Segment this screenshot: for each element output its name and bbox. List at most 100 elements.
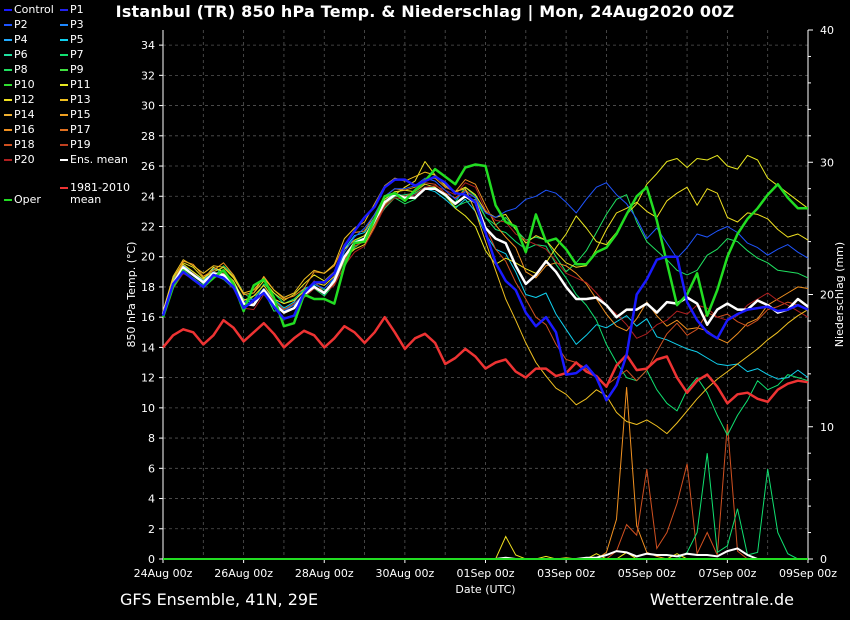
y-tick-label: 16 (141, 311, 155, 324)
legend-item: P13 (60, 94, 91, 106)
legend-item: P7 (60, 49, 84, 61)
legend-label: P18 (14, 138, 35, 151)
y-tick-label: 18 (141, 281, 155, 294)
legend-swatch (4, 99, 12, 101)
y-tick-label: 24 (141, 190, 155, 203)
legend-label: P9 (70, 63, 84, 76)
legend-swatch (60, 39, 68, 41)
legend-swatch (4, 114, 12, 116)
legend-label: P2 (14, 18, 28, 31)
y-tick-label: 10 (141, 402, 155, 415)
x-tick-label: 26Aug 00z (214, 567, 273, 580)
y-tick-label: 4 (148, 493, 155, 506)
legend-item: P9 (60, 64, 84, 76)
footer-model-label: GFS Ensemble, 41N, 29E (120, 590, 319, 609)
y-right-tick-label: 30 (820, 156, 834, 169)
legend-swatch (4, 24, 12, 26)
legend-item: P8 (4, 64, 28, 76)
legend-swatch (4, 9, 12, 11)
legend-item: P19 (60, 139, 91, 151)
x-tick-label: 01Sep 00z (457, 567, 515, 580)
x-tick-label: 03Sep 00z (537, 567, 595, 580)
legend-label: P1 (70, 3, 84, 16)
legend-item: Ens. mean (60, 154, 128, 166)
legend-swatch (60, 159, 68, 161)
legend-swatch (4, 199, 12, 201)
legend-label: P8 (14, 63, 28, 76)
series-line (161, 175, 809, 402)
y-tick-label: 26 (141, 160, 155, 173)
legend-label: P6 (14, 48, 28, 61)
series-line (162, 186, 809, 318)
legend-label: P3 (70, 18, 84, 31)
y-right-tick-label: 40 (820, 24, 834, 37)
series-line (162, 171, 809, 435)
y-tick-label: 8 (148, 432, 155, 445)
legend-swatch (4, 144, 12, 146)
series-line (161, 163, 808, 328)
legend-swatch (60, 69, 68, 71)
legend-swatch (60, 9, 68, 11)
legend-item: P10 (4, 79, 35, 91)
legend-item: P18 (4, 139, 35, 151)
y-right-tick-label: 10 (820, 421, 834, 434)
legend-label: P13 (70, 93, 91, 106)
legend-swatch (60, 24, 68, 26)
y-tick-label: 22 (141, 220, 155, 233)
legend-item: P11 (60, 79, 91, 91)
legend-swatch (60, 114, 68, 116)
legend-label: P19 (70, 138, 91, 151)
legend-label: P14 (14, 108, 35, 121)
legend-item: P17 (60, 124, 91, 136)
y-tick-label: 30 (141, 100, 155, 113)
y-tick-label: 34 (141, 39, 155, 52)
y-right-tick-label: 20 (820, 289, 834, 302)
y-tick-label: 28 (141, 130, 155, 143)
y-right-axis-label: Niederschlag (mm) (833, 242, 846, 347)
legend-item: 1981-2010 mean (60, 182, 130, 206)
series-line (162, 161, 809, 313)
x-axis-label: Date (UTC) (455, 583, 515, 596)
legend-item: P14 (4, 109, 35, 121)
legend-label: Control (14, 3, 54, 16)
x-tick-label: 09Sep 00z (779, 567, 837, 580)
legend-item: P3 (60, 19, 84, 31)
legend-item: P15 (60, 109, 91, 121)
legend-label: P10 (14, 78, 35, 91)
x-tick-label: 07Sep 00z (698, 567, 756, 580)
legend-label: P11 (70, 78, 91, 91)
x-tick-label: 05Sep 00z (618, 567, 676, 580)
legend-item: P5 (60, 34, 84, 46)
legend-item: Oper (4, 194, 41, 206)
y-tick-label: 14 (141, 341, 155, 354)
legend-swatch (60, 84, 68, 86)
precip-line (163, 387, 808, 560)
series-line (162, 315, 809, 405)
legend-swatch (4, 159, 12, 161)
legend-swatch (4, 39, 12, 41)
legend-item: Control (4, 4, 54, 16)
legend-label: P7 (70, 48, 84, 61)
legend-item: P2 (4, 19, 28, 31)
legend-swatch (60, 144, 68, 146)
legend-swatch (60, 54, 68, 56)
legend-label: P16 (14, 123, 35, 136)
legend-item: P1 (60, 4, 84, 16)
legend-swatch (4, 69, 12, 71)
legend-label: Oper (14, 193, 41, 206)
footer-site-label: Wetterzentrale.de (649, 590, 794, 609)
legend-label: P4 (14, 33, 28, 46)
legend-label: P20 (14, 153, 35, 166)
series-line (161, 187, 809, 326)
legend-swatch (4, 84, 12, 86)
y-tick-label: 6 (148, 462, 155, 475)
legend-label: P15 (70, 108, 91, 121)
chart-title: Istanbul (TR) 850 hPa Temp. & Niederschl… (115, 2, 735, 21)
y-tick-label: 12 (141, 372, 155, 385)
y-axis-label: 850 hPa Temp. (°C) (125, 242, 138, 348)
legend-swatch (60, 187, 68, 189)
legend-label: Ens. mean (70, 153, 128, 166)
legend-swatch (60, 129, 68, 131)
legend-swatch (60, 99, 68, 101)
